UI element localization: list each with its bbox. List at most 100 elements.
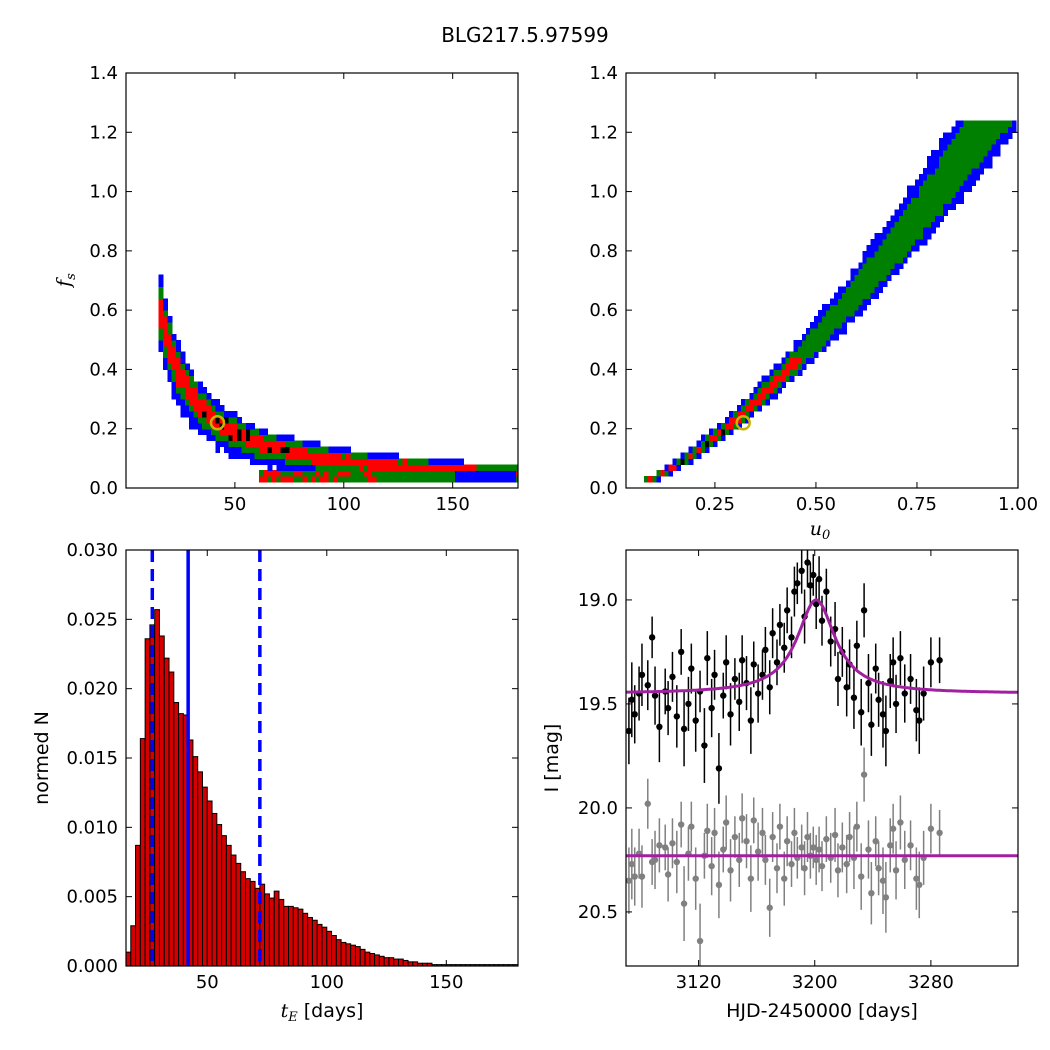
heatmap-cell (995, 144, 1001, 151)
heatmap-cell (720, 428, 726, 436)
heatmap-cell (206, 434, 212, 442)
heatmap-cell (215, 428, 221, 436)
heatmap-cell (245, 440, 251, 448)
heatmap-cell (894, 215, 900, 222)
heatmap-cell (999, 138, 1005, 145)
heatmap-cell (167, 351, 173, 359)
histogram-bar (378, 955, 385, 967)
heatmap-cell (337, 470, 343, 477)
heatmap-cell (250, 434, 256, 442)
heatmap-cell (769, 387, 775, 394)
heatmap-cell (967, 156, 973, 163)
heatmap-cell (376, 470, 382, 477)
heatmap-cell (874, 268, 880, 276)
heatmap-cell (866, 286, 872, 293)
heatmap-cell (254, 458, 260, 465)
heatmap-cell (878, 239, 884, 246)
heatmap-cell (441, 458, 447, 465)
histogram-bar (139, 738, 146, 967)
heatmap-cell (745, 399, 750, 406)
heatmap-cell (773, 369, 779, 376)
heatmap-cell (664, 470, 670, 477)
heatmap-cells (644, 120, 1017, 483)
heatmap-cell (842, 286, 847, 293)
heatmap-cell (870, 256, 876, 264)
histogram-bar (211, 812, 218, 967)
heatmap-cell (720, 434, 726, 442)
heatmap-cell (886, 227, 892, 234)
heatmap-cell (753, 405, 758, 412)
heatmap-cell (158, 310, 164, 317)
heatmap-cell (947, 197, 952, 205)
heatmap-cell (350, 458, 356, 465)
heatmap-cell (367, 464, 373, 471)
heatmap-cell (983, 126, 989, 133)
heatmap-cell (700, 434, 706, 442)
heatmap-cell (476, 470, 482, 477)
residual-point (692, 875, 699, 882)
heatmap-cell (276, 452, 282, 459)
heatmap-cell (180, 375, 186, 382)
heatmap-cell (826, 304, 831, 311)
heatmap-cell (502, 476, 508, 483)
residual-point (696, 937, 704, 945)
heatmap-cell (910, 215, 916, 222)
heatmap-cell (372, 470, 378, 477)
heatmap-cell (943, 185, 948, 193)
heatmap-cell (341, 446, 347, 454)
heatmap-cell (237, 434, 243, 442)
heatmap-cell (979, 150, 985, 157)
heatmap-cell (842, 298, 847, 305)
heatmap-cell (176, 369, 182, 376)
heatmap-cell (805, 357, 811, 365)
heatmap-cell (202, 393, 208, 400)
data-point (927, 659, 935, 666)
data-point (720, 692, 727, 699)
heatmap-cell (406, 458, 412, 465)
heatmap-cell (319, 446, 325, 454)
heatmap-cell (197, 405, 203, 412)
x-axis-label: tE [days] (281, 1000, 364, 1025)
heatmap-cell (817, 333, 823, 341)
residual-point (882, 894, 890, 901)
heatmap-cell (862, 250, 868, 258)
heatmap-cell (813, 322, 819, 329)
heatmap-cell (189, 375, 195, 382)
heatmap-cell (914, 215, 920, 222)
heatmap-cell (433, 476, 439, 483)
heatmap-cell (210, 422, 216, 430)
y-tick-label: 0.020 (66, 679, 118, 700)
heatmap-cell (902, 215, 908, 222)
heatmap-cell (385, 458, 391, 465)
heatmap-cell (923, 233, 928, 240)
heatmap-cell (411, 458, 417, 465)
residual-point (868, 890, 875, 897)
heatmap-cell (237, 452, 243, 459)
heatmap-cell (918, 203, 924, 210)
heatmap-cell (890, 239, 896, 246)
heatmap-cell (700, 440, 706, 448)
heatmap-cell (193, 399, 199, 406)
heatmap-cell (428, 464, 434, 471)
heatmap-cell (171, 369, 177, 376)
heatmap-cell (894, 233, 900, 240)
heatmap-cell (354, 470, 360, 477)
heatmap-cell (737, 422, 742, 430)
heatmap-cell (939, 161, 944, 169)
data-point (804, 559, 811, 566)
heatmap-cell (389, 458, 395, 465)
heatmap-cell (918, 191, 924, 199)
heatmap-cell (963, 126, 969, 133)
heatmap-cell (180, 410, 186, 418)
heatmap-cell (184, 375, 190, 382)
heatmap-cell (809, 339, 815, 347)
residual-point (759, 829, 766, 837)
x-tick-label: 3280 (908, 972, 954, 993)
heatmap-cell (914, 197, 920, 205)
fs-vs-te-panel: 50 100 150 0.0 0.2 0.4 0.6 0.8 1.0 1.2 1.4 fs (53, 63, 519, 515)
data-point (754, 690, 762, 697)
heatmap-cell (311, 458, 317, 465)
x-axis-label-sub: E (287, 1010, 298, 1025)
heatmap-cell (210, 434, 216, 442)
heatmap-cell (245, 434, 251, 442)
